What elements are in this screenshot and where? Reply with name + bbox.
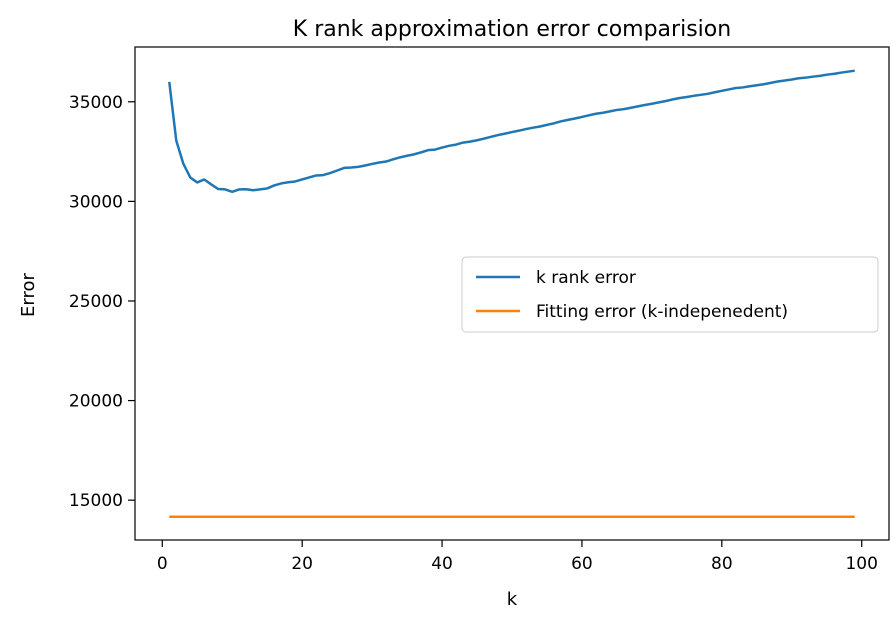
y-tick-label: 20000 <box>69 392 123 412</box>
x-tick-label: 80 <box>711 554 733 574</box>
x-tick-label: 0 <box>157 554 168 574</box>
y-axis-label: Error <box>18 272 39 316</box>
y-tick-label: 15000 <box>69 491 123 511</box>
x-axis: 0 20 40 60 80 100 <box>157 540 878 574</box>
x-tick-label: 40 <box>431 554 453 574</box>
axes-frame <box>134 46 890 541</box>
x-axis-label: k <box>507 589 518 610</box>
x-tick-label: 20 <box>291 554 313 574</box>
legend-label-k-rank-error: k rank error <box>536 268 636 288</box>
y-tick-label: 25000 <box>69 292 123 312</box>
x-tick-label: 60 <box>571 554 593 574</box>
plot-area <box>134 46 890 541</box>
series-layer <box>168 69 855 518</box>
x-tick-label: 100 <box>845 554 877 574</box>
legend-box <box>461 256 879 333</box>
legend-label-fitting-error: Fitting error (k-indepenedent) <box>536 302 788 322</box>
legend: k rank error Fitting error (k-indepenede… <box>461 256 879 333</box>
chart-title: K rank approximation error comparision <box>293 17 731 42</box>
y-axis: 15000 20000 25000 30000 35000 <box>69 93 135 511</box>
series-line-k-rank-error <box>168 69 855 194</box>
y-tick-label: 35000 <box>69 93 123 113</box>
y-tick-label: 30000 <box>69 192 123 212</box>
